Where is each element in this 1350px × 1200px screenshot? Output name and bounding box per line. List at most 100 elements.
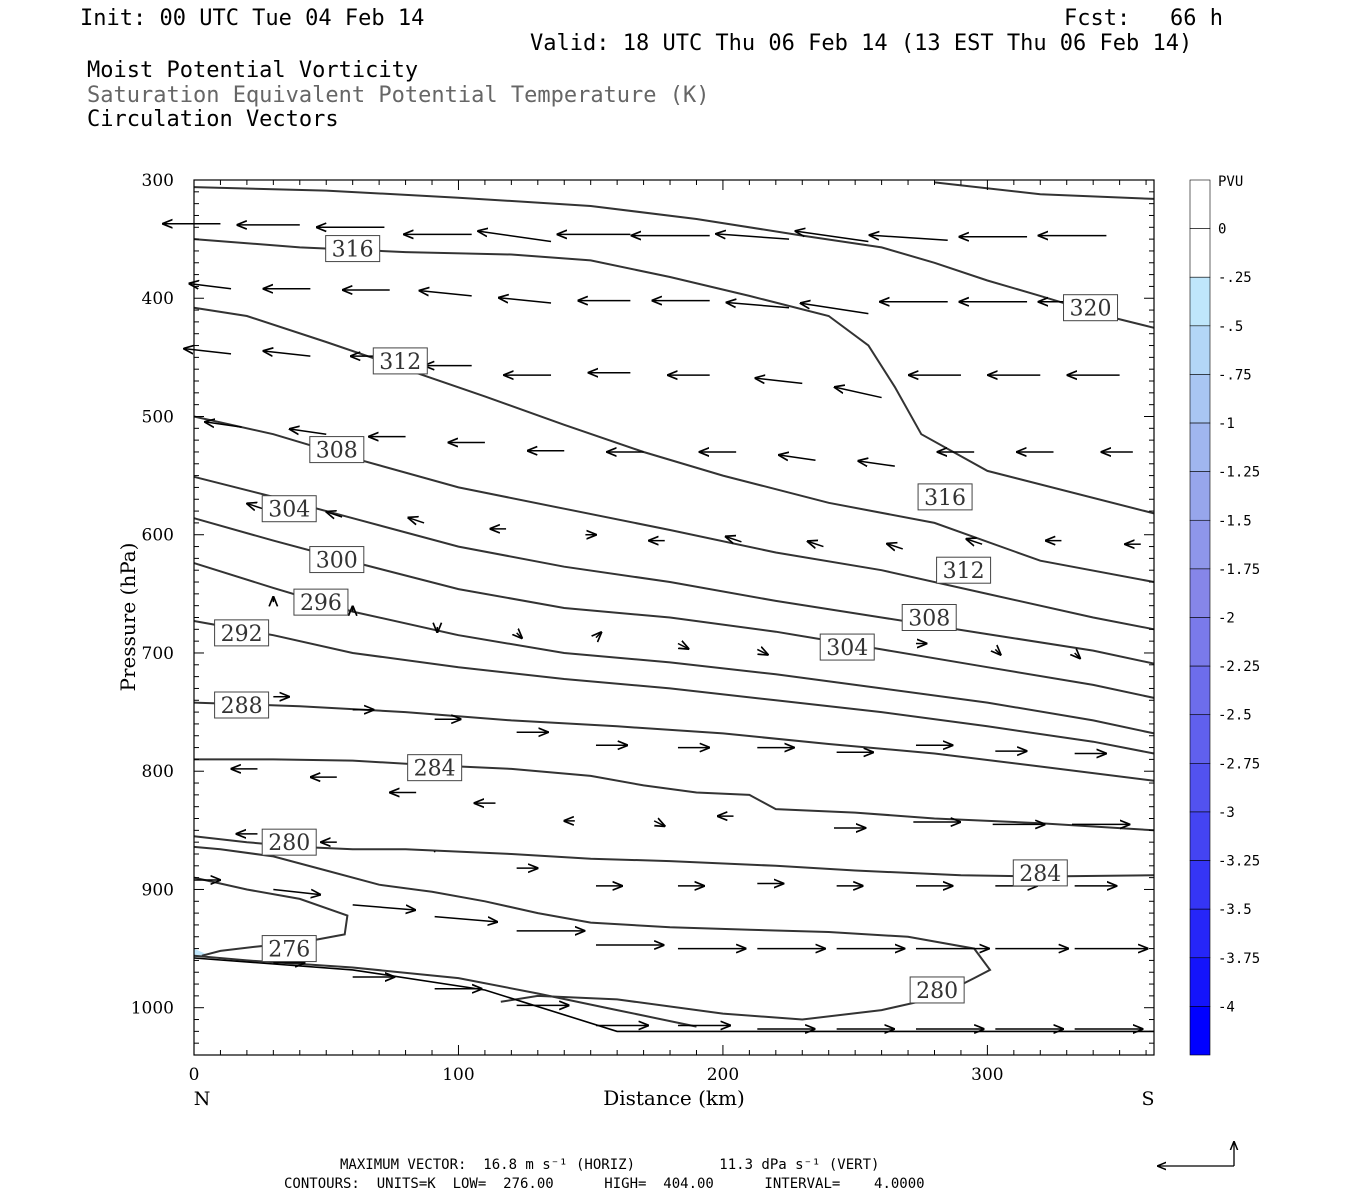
- reference-vector-icon: [1158, 1142, 1234, 1166]
- contour-label-box: [261, 828, 317, 856]
- colorbar-label: -3.25: [1218, 854, 1260, 870]
- colorbar-label: -2.25: [1218, 659, 1260, 675]
- vector-arrow: [264, 351, 311, 356]
- vector-arrow: [858, 461, 895, 466]
- colorbar-label: -.5: [1218, 319, 1243, 335]
- colorbar-swatch: [1189, 519, 1211, 570]
- y-tick-label: 400: [142, 289, 174, 309]
- contour-line: [193, 954, 697, 1028]
- colorbar-swatch: [1189, 276, 1211, 327]
- vector-arrow: [352, 904, 415, 910]
- contour-labels: 316 312 308 304 300 296 292 288 284 280 276 320 316 3…: [214, 235, 1119, 1004]
- colorbar-swatch: [1189, 471, 1211, 521]
- vector-arrow: [726, 537, 742, 542]
- colorbar-swatch: [1189, 811, 1211, 861]
- vector-arrow: [273, 889, 320, 894]
- vector-arrow: [887, 544, 903, 549]
- colorbar-swatch: [1189, 957, 1211, 1007]
- contour-label-box: [261, 935, 317, 963]
- y-tick-label: 800: [142, 762, 174, 782]
- valid-time-label: Valid: 18 UTC Thu 06 Feb 14 (13 EST Thu …: [530, 31, 1193, 56]
- contour-label-box: [309, 436, 365, 464]
- vector-arrow: [677, 644, 688, 649]
- colorbar-label: -1.75: [1218, 562, 1260, 578]
- colorbar-swatch: [1189, 568, 1211, 618]
- contour-line: [193, 845, 992, 1021]
- vector-arrow: [756, 649, 767, 654]
- x-axis-title: Distance (km): [603, 1086, 745, 1110]
- vector-arrow: [653, 821, 664, 826]
- contour-label: 308: [316, 439, 358, 464]
- vector-arrow: [966, 539, 983, 544]
- colorbar-swatch: [1189, 325, 1211, 375]
- vector-arrow: [420, 291, 472, 297]
- colorbar-label: -3.75: [1218, 951, 1260, 967]
- vector-arrow: [716, 234, 790, 240]
- colorbar-label: -4: [1218, 999, 1235, 1015]
- colorbar-swatch: [1189, 374, 1211, 424]
- colorbar-swatch: [1189, 860, 1211, 910]
- vector-arrow: [1075, 653, 1080, 658]
- y-tick-label: 300: [142, 171, 174, 191]
- x-tick-label: 100: [442, 1065, 474, 1085]
- contour-label: 316: [332, 238, 374, 263]
- x-tick-label: 200: [707, 1065, 739, 1085]
- field-title-vectors: Circulation Vectors: [87, 107, 339, 132]
- vector-dot: [433, 850, 436, 853]
- axes: 300 400 500 600 700 800 900 1000 0 100 200 300 Dista…: [116, 171, 1155, 1110]
- contour-line: [934, 181, 1155, 200]
- colorbar-swatch: [1189, 422, 1211, 472]
- vector-arrow: [801, 303, 869, 315]
- colorbar-swatch: [1189, 763, 1211, 813]
- contour-label: 304: [268, 498, 310, 523]
- y-tick-label: 600: [142, 526, 174, 546]
- contour-line: [193, 306, 1155, 583]
- contour-label: 312: [379, 350, 421, 375]
- y-tick-label: 900: [142, 880, 174, 900]
- contour-label: 276: [268, 938, 310, 963]
- contour-line: [193, 238, 1155, 515]
- contour-label-box: [1012, 859, 1068, 887]
- contour-label: 308: [908, 607, 950, 632]
- colorbar-swatch: [1189, 1006, 1211, 1056]
- colorbar-label: -2.75: [1218, 756, 1260, 772]
- vector-arrow: [870, 235, 948, 242]
- contour-label-box: [261, 495, 317, 523]
- contour-info-note: CONTOURS: UNITS=K LOW= 276.00 HIGH= 404.…: [284, 1176, 925, 1192]
- contour-label-box: [214, 619, 270, 647]
- vector-arrow: [205, 422, 242, 427]
- contour-label: 292: [221, 622, 263, 647]
- vector-arrow: [727, 303, 790, 309]
- contour-label: 304: [826, 636, 868, 661]
- y-tick-label: 700: [142, 644, 174, 664]
- vector-arrow: [808, 541, 824, 546]
- contour-label: 288: [221, 694, 263, 719]
- vector-arrow: [517, 633, 522, 638]
- vector-arrow: [326, 512, 343, 517]
- ground-surface-line: [193, 957, 1154, 1033]
- contour-label: 296: [300, 591, 342, 616]
- contour-label-box: [1063, 294, 1119, 322]
- contour-label: 280: [916, 979, 958, 1004]
- forecast-hour-label: Fcst: 66 h: [1064, 6, 1223, 31]
- contour-line: [193, 620, 1155, 755]
- colorbar-label: -.75: [1218, 367, 1252, 383]
- contour-line: [193, 835, 1155, 878]
- contour-label-box: [214, 691, 270, 719]
- colorbar-label: -.25: [1218, 270, 1252, 286]
- contour-label-box: [325, 235, 381, 263]
- x-tick-label: 0: [189, 1065, 200, 1085]
- init-time-label: Init: 00 UTC Tue 04 Feb 14: [80, 6, 425, 31]
- vector-arrow: [478, 231, 552, 243]
- y-axis-title: Pressure (hPa): [116, 543, 140, 692]
- vector-arrow: [995, 649, 1000, 654]
- colorbar-label: 0: [1218, 222, 1226, 238]
- x-tick-label: 300: [971, 1065, 1003, 1085]
- contour-label: 280: [268, 831, 310, 856]
- contour-label: 284: [414, 757, 456, 782]
- contour-line: [193, 186, 1155, 329]
- contour-label-box: [917, 483, 973, 511]
- colorbar-label: -1: [1218, 416, 1235, 432]
- contour-label-box: [407, 754, 463, 782]
- contour-label: 316: [924, 486, 966, 511]
